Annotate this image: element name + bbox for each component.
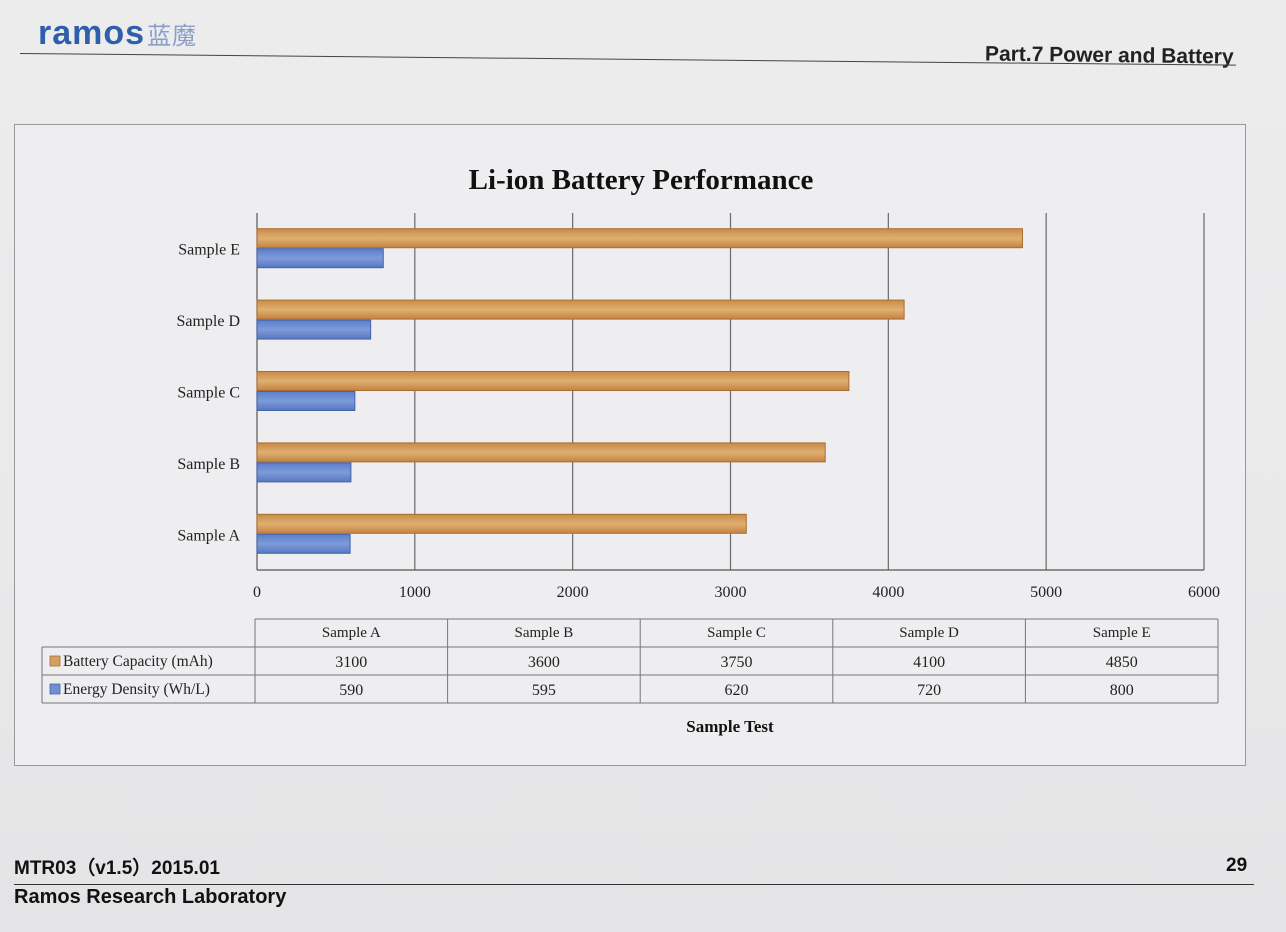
logo-cn-text: 蓝魔 <box>147 22 198 50</box>
x-tick-label: 0 <box>253 584 261 601</box>
table-header-cell: Sample E <box>1093 625 1151 641</box>
legend-series-name: Battery Capacity (mAh) <box>63 653 213 670</box>
table-value-cell: 3100 <box>335 654 367 671</box>
table-value-cell: 4850 <box>1106 654 1138 671</box>
table-value-cell: 720 <box>917 682 941 699</box>
y-category-label: Sample B <box>177 456 240 473</box>
table-value-cell: 590 <box>339 682 363 699</box>
plot-area: 0 1000 2000 3000 4000 5000 6000 Sample A Sample … <box>176 213 1220 601</box>
lab-name: Ramos Research Laboratory <box>14 886 287 908</box>
x-tick-label: 3000 <box>715 584 747 601</box>
table-value-cell: 4100 <box>913 654 945 671</box>
bar <box>256 391 356 411</box>
table-value-cell: 800 <box>1110 682 1134 699</box>
bar <box>256 248 384 269</box>
y-category-label: Sample C <box>177 385 240 402</box>
bar <box>256 371 850 391</box>
legend-series-name: Energy Density (Wh/L) <box>63 681 210 698</box>
table-value-cell: 595 <box>532 682 556 699</box>
x-tick-label: 1000 <box>399 584 431 601</box>
logo-text: ramos <box>38 14 146 52</box>
page-number: 29 <box>1226 855 1248 876</box>
bar <box>256 533 351 554</box>
x-tick-label: 4000 <box>872 584 904 601</box>
table-value-cell: 620 <box>725 682 749 699</box>
table-header-cell: Sample C <box>707 625 766 641</box>
footer-rule <box>14 884 1254 885</box>
doc-code: MTR03（v1.5）2015.01 <box>14 858 220 879</box>
legend-swatch <box>49 655 61 667</box>
x-axis-label: Sample Test <box>686 717 774 736</box>
table-value-cell: 3750 <box>721 654 753 671</box>
x-tick-label: 5000 <box>1030 584 1062 601</box>
table-header-cell: Sample A <box>322 625 381 641</box>
bar <box>256 299 905 320</box>
data-table: Sample A Sample B Sample C Sample D Sample E… <box>41 618 1219 704</box>
chart-title: Li-ion Battery Performance <box>469 164 814 196</box>
y-category-label: Sample D <box>176 313 240 330</box>
legend-swatch <box>49 683 61 695</box>
bar <box>256 513 747 534</box>
y-category-label: Sample A <box>177 527 240 544</box>
bar <box>256 228 1023 249</box>
x-tick-label: 6000 <box>1188 584 1220 601</box>
bar <box>256 442 826 463</box>
ramos-logo: ramos蓝魔 <box>38 14 197 53</box>
bar <box>256 319 372 340</box>
table-value-cell: 3600 <box>528 654 560 671</box>
table-header-cell: Sample D <box>899 625 959 641</box>
table-header-cell: Sample B <box>515 625 574 641</box>
y-category-label: Sample E <box>178 242 240 259</box>
x-tick-label: 2000 <box>557 584 589 601</box>
bar <box>256 462 352 483</box>
